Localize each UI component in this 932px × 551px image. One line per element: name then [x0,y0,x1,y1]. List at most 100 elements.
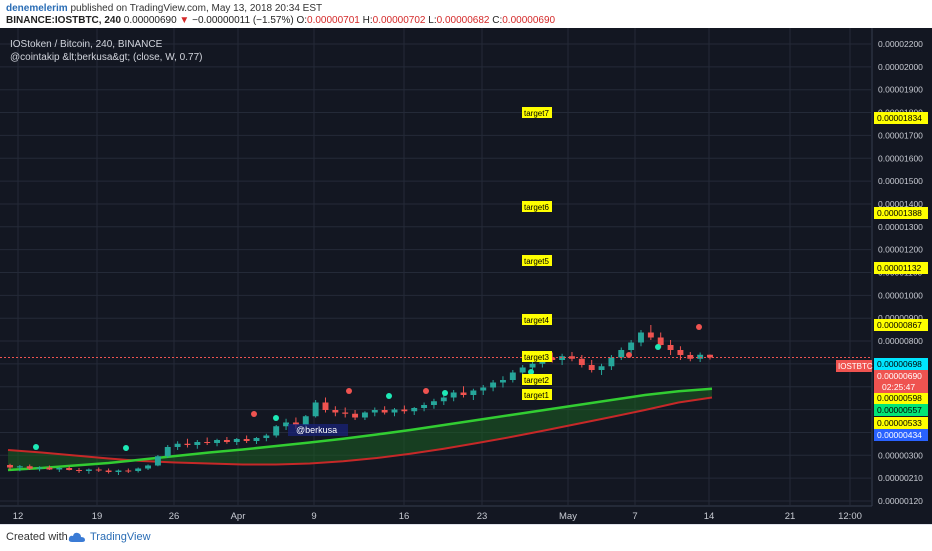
candle-body [135,468,142,471]
candle-body [283,422,290,427]
candle-body [332,410,339,413]
target-label-bg [522,201,552,212]
price-label: 0.00000434 [877,430,922,440]
countdown-text: 02:25:47 [882,382,915,392]
price-label: 0.00000598 [877,393,922,403]
candle-body [95,469,102,471]
chart-pane[interactable]: 0.000022000.000020000.000019000.00001800… [0,28,932,524]
price-label-bg [874,112,928,124]
price-label: 0.00001388 [877,208,922,218]
candle-body [569,356,575,359]
x-tick-label: 21 [785,511,796,522]
candle-body [174,443,181,447]
y-tick-label: 0.00000120 [878,496,923,506]
chart-title: IOStoken / Bitcoin, 240, BINANCE [10,39,163,50]
y-tick-label: 0.00000900 [878,313,923,323]
price-label-bg [874,319,928,331]
signal-dot [273,415,279,421]
x-tick-label: 19 [92,511,103,522]
price-label: 0.00001132 [877,263,922,273]
candle-body [588,365,595,370]
candle-body [391,409,398,413]
signal-dot [123,445,129,451]
candle-body [352,413,359,418]
price-label: 0.00000867 [877,320,922,330]
candle-body [677,350,684,355]
signal-dot [655,344,661,350]
target-label: target6 [524,203,549,212]
candle-body [273,426,280,436]
target-label: target5 [524,257,549,266]
x-tick-label: 26 [169,511,180,522]
high-label: H: [362,15,373,26]
x-tick-label: 14 [704,511,715,522]
signal-dot [626,352,632,358]
candle-body [697,354,704,359]
x-tick-label: May [559,511,577,522]
price-label-bg [874,417,928,429]
footer: Created with TradingView [0,524,932,551]
close-value: 0.00000690 [502,15,556,26]
candle-body [707,354,713,358]
tradingview-brand[interactable]: TradingView [90,531,151,543]
candle-body [204,442,211,443]
price-label: 0.00000690 [877,371,922,381]
open-label: O: [296,15,308,26]
candle-body [302,416,309,425]
price-axis [872,28,932,524]
price-label-bg [874,262,928,274]
target-label-bg [522,351,552,362]
price-chart[interactable]: 0.000022000.000020000.000019000.00001800… [0,28,932,524]
symbol-badge: IOSTBTC [838,362,873,371]
candle-body [411,408,418,412]
signal-dot [346,388,352,394]
target-label-bg [522,389,552,400]
countdown-bg [874,381,928,393]
y-tick-label: 0.00001700 [878,130,923,140]
low-label: L: [428,15,437,26]
symbol-text: BINANCE:IOSTBTC, 240 [6,15,122,26]
price-label-bg [874,358,928,370]
candle-body [647,332,654,338]
candle-body [125,470,132,472]
target-label-bg [522,314,552,325]
candle-body [263,435,270,438]
candle-body [16,466,23,468]
candle-body [7,465,13,468]
y-tick-label: 0.00000800 [878,336,923,346]
price-label: 0.00000557 [877,405,922,415]
candle-body [214,440,220,443]
signal-dot [33,444,39,450]
candle-body [233,439,240,442]
author-link[interactable]: denemelerim [6,3,68,14]
target-label-bg [522,374,552,385]
signal-dot [386,393,392,399]
candle-body [440,397,447,402]
y-tick-label: 0.00001000 [878,290,923,300]
candle-body [145,465,151,469]
y-tick-label: 0.00001600 [878,153,923,163]
target-label: target2 [524,376,549,385]
x-tick-label: 23 [477,511,488,522]
candle-body [312,402,319,417]
candle-body [578,358,585,365]
y-tick-label: 0.00001300 [878,222,923,232]
candle-body [628,342,635,350]
target-label: target3 [524,353,549,362]
price-label-bg [874,207,928,219]
candle-body [46,467,53,470]
candle-body [381,410,388,413]
candle-body [529,363,536,368]
x-tick-label: 9 [311,511,316,522]
price-label: 0.00001834 [877,113,922,123]
candle-body [66,468,73,470]
indicator-legend[interactable]: @cointakip &lt;berkusa&gt; (close, W, 0.… [10,52,203,63]
ma-band [8,388,712,470]
candle-body [519,367,526,373]
created-with-text: Created with [6,531,68,543]
watermark-bg [288,424,348,436]
tradingview-cloud-icon[interactable] [68,532,86,543]
candle-body [687,355,694,359]
price-change: −0.00000011 (−1.57%) [192,15,294,26]
price-label: 0.00000698 [877,359,922,369]
